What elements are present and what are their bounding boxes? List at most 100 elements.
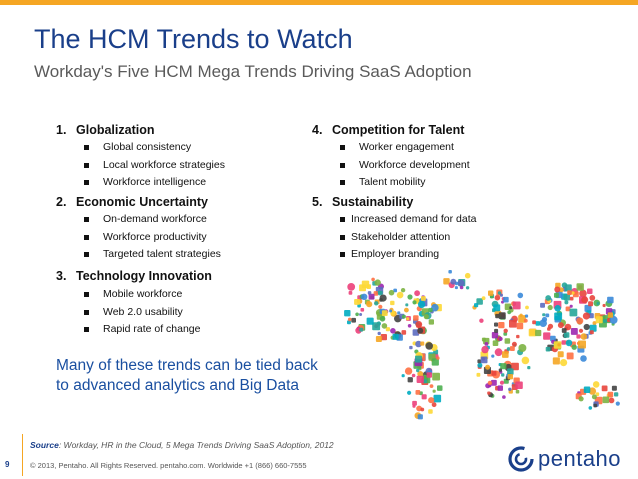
map-icon-tile xyxy=(565,306,571,312)
map-icon-tile xyxy=(507,368,514,375)
map-icon-tile xyxy=(504,338,511,344)
map-icon-tile xyxy=(381,323,388,329)
map-icon-tile xyxy=(498,368,502,372)
map-icon-tile xyxy=(372,322,381,331)
map-icon-tile xyxy=(385,327,390,332)
trend-bullets-economic-uncertainty: On-demand workforce Workforce productivi… xyxy=(84,211,221,264)
map-icon-tile xyxy=(347,320,351,325)
map-icon-tile xyxy=(581,296,589,304)
map-icon-tile xyxy=(545,313,550,318)
map-icon-tile xyxy=(495,313,500,319)
map-icon-tile xyxy=(511,341,517,347)
map-icon-tile xyxy=(570,328,578,335)
map-icon-tile xyxy=(368,293,375,300)
map-icon-tile xyxy=(354,299,360,305)
map-icon-tile xyxy=(518,344,527,352)
map-icon-tile xyxy=(532,320,536,325)
bullet-square-icon xyxy=(84,162,89,168)
map-icon-tile xyxy=(540,302,545,308)
map-icon-tile xyxy=(515,389,520,394)
list-item: On-demand workforce xyxy=(84,211,221,229)
map-icon-tile xyxy=(407,390,412,395)
map-icon-tile xyxy=(390,300,395,306)
map-icon-tile xyxy=(390,328,396,334)
map-icon-tile xyxy=(578,340,586,349)
map-icon-tile xyxy=(517,292,524,299)
map-icon-tile xyxy=(607,312,614,318)
map-icon-tile xyxy=(554,286,561,293)
map-icon-tile xyxy=(591,394,597,400)
map-icon-tile xyxy=(557,322,564,329)
map-icon-tile xyxy=(371,277,375,282)
map-icon-tile xyxy=(509,306,513,310)
list-item: Workforce intelligence xyxy=(84,174,225,192)
map-icon-tile xyxy=(450,278,457,285)
map-icon-tile xyxy=(414,290,420,297)
map-icon-tile xyxy=(476,298,483,305)
map-icon-tile xyxy=(479,318,484,323)
map-icon-tile xyxy=(415,321,423,328)
map-icon-tile xyxy=(492,340,499,346)
map-icon-tile xyxy=(588,313,594,319)
bullet-square-icon xyxy=(84,145,89,151)
map-icon-tile xyxy=(525,305,529,310)
map-icon-tile xyxy=(366,301,370,305)
map-icon-tile xyxy=(359,327,364,332)
trend-heading-technology-innovation: 3. Technology Innovation xyxy=(56,269,212,283)
map-icon-tile xyxy=(550,335,556,342)
map-icon-tile xyxy=(481,296,486,301)
map-icon-tile xyxy=(501,373,505,377)
list-item: Workforce productivity xyxy=(84,229,221,247)
map-icon-tile xyxy=(379,294,387,302)
map-icon-tile xyxy=(378,304,383,309)
map-icon-tile xyxy=(380,334,387,341)
bullet-square-icon xyxy=(340,252,345,258)
map-icon-tile xyxy=(563,294,571,301)
list-item: Targeted talent strategies xyxy=(84,246,221,264)
map-icon-tile xyxy=(588,387,597,395)
map-icon-tile xyxy=(507,310,512,315)
callout-line-2: to advanced analytics and Big Data xyxy=(56,377,299,394)
trend-title: Sustainability xyxy=(332,195,414,209)
map-icon-tile xyxy=(400,288,406,293)
map-icon-tile xyxy=(583,386,591,393)
bullet-square-icon xyxy=(84,252,89,258)
trend-number: 3. xyxy=(56,269,67,283)
map-icon-tile xyxy=(406,317,410,321)
map-icon-tile xyxy=(508,387,512,391)
map-icon-tile xyxy=(589,295,596,301)
bullet-square-icon xyxy=(340,145,345,151)
map-icon-tile xyxy=(481,345,489,354)
map-icon-tile xyxy=(557,343,561,347)
map-icon-tile xyxy=(567,290,572,295)
map-icon-tile xyxy=(476,372,481,377)
map-icon-tile xyxy=(603,319,607,323)
map-icon-tile xyxy=(499,380,505,385)
map-icon-tile xyxy=(554,292,559,298)
map-icon-tile xyxy=(407,294,413,300)
map-icon-tile xyxy=(511,362,519,371)
map-icon-tile xyxy=(592,381,600,388)
trend-title: Globalization xyxy=(76,123,155,137)
map-icon-tile xyxy=(437,385,443,391)
map-icon-tile xyxy=(409,345,413,350)
map-icon-tile xyxy=(547,327,551,331)
map-icon-tile xyxy=(611,385,617,391)
map-icon-tile xyxy=(497,291,502,295)
bullet-square-icon xyxy=(84,327,89,333)
trend-heading-economic-uncertainty: 2. Economic Uncertainty xyxy=(56,195,208,209)
logo-wordmark: pentaho xyxy=(538,446,622,471)
map-icon-tile xyxy=(421,296,426,301)
map-icon-tile xyxy=(421,394,427,400)
trend-number: 4. xyxy=(312,123,323,137)
trend-title: Technology Innovation xyxy=(76,269,212,283)
map-icon-tile xyxy=(457,279,465,287)
map-icon-tile xyxy=(428,409,433,414)
map-icon-tile xyxy=(374,279,381,286)
map-icon-tile xyxy=(433,394,442,403)
map-icon-tile xyxy=(615,401,620,406)
map-icon-tile xyxy=(367,291,372,295)
map-icon-tile xyxy=(596,302,600,305)
map-icon-tile xyxy=(554,312,563,321)
map-icon-tile xyxy=(571,291,575,295)
